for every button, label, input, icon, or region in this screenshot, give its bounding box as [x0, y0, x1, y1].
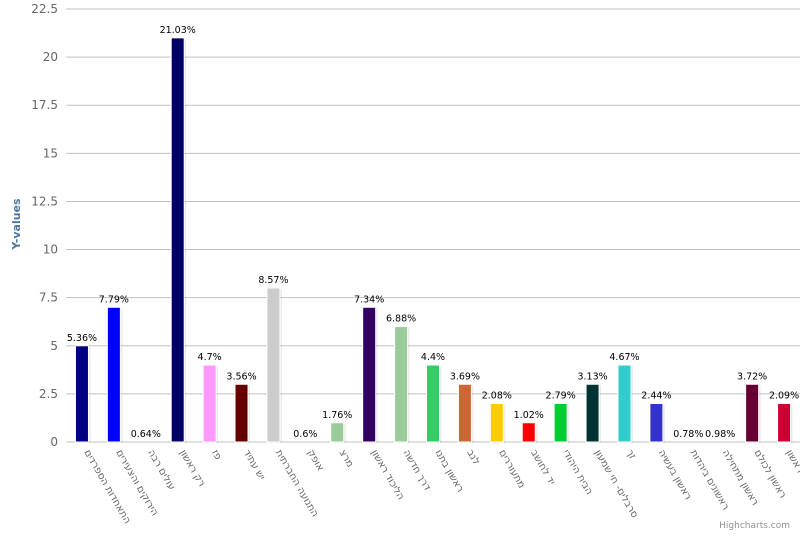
bar[interactable]	[777, 403, 792, 443]
x-tick-label: דרך חדשה	[400, 448, 432, 493]
data-labels: 5.36% 7.79% 0.64% 21.03% 4.7% 3.56% 8.57% 0.6% 1…	[67, 25, 799, 440]
bar[interactable]	[266, 287, 281, 443]
bar[interactable]	[457, 383, 472, 443]
bar[interactable]	[394, 326, 409, 443]
x-tick-label: מתעוררים	[496, 448, 527, 490]
data-label: 6.88%	[386, 314, 416, 325]
y-tick-label: 7.5	[39, 291, 58, 305]
data-label: 8.57%	[258, 275, 288, 286]
data-label: 0.64%	[131, 429, 161, 440]
x-tick-label: פז	[209, 448, 223, 462]
data-label: 2.79%	[546, 391, 576, 402]
x-tick-label: מרצ	[337, 448, 356, 469]
y-tick-label: 12.5	[31, 194, 58, 208]
y-axis-ticks: 0 2.5 5 7.5 10 12.5 15 17.5 20 22.5	[31, 2, 58, 449]
data-label: 7.79%	[99, 294, 129, 305]
x-tick-label: יותר ראשון	[783, 448, 800, 493]
bar[interactable]	[649, 403, 664, 443]
bar[interactable]	[426, 364, 440, 443]
data-label: 7.34%	[354, 294, 384, 305]
bar[interactable]	[202, 364, 217, 443]
y-tick-label: 0	[50, 435, 58, 449]
bar[interactable]	[489, 403, 504, 443]
bar[interactable]	[170, 37, 185, 443]
bar[interactable]	[521, 422, 536, 443]
y-tick-label: 20	[43, 50, 58, 64]
data-label: 3.72%	[737, 371, 767, 382]
credits-link[interactable]: Highcharts.com	[719, 521, 790, 531]
data-label: 2.08%	[482, 391, 512, 402]
data-label: 4.4%	[421, 352, 445, 363]
bar[interactable]	[553, 403, 568, 443]
data-label: 0.78%	[673, 429, 703, 440]
bar[interactable]	[106, 306, 121, 443]
x-tick-label: זך	[624, 448, 638, 462]
x-tick-label: אופק	[305, 448, 326, 473]
x-tick-label: ראשון בעשיה	[656, 448, 693, 502]
x-tick-label: לנב	[464, 448, 481, 467]
x-tick-label: הליכוד ראשון	[369, 448, 407, 502]
data-label: 5.36%	[67, 333, 97, 344]
x-tick-label: ראשון לכולם	[752, 448, 789, 500]
data-label: 0.6%	[293, 429, 317, 440]
data-label: 2.09%	[769, 391, 799, 402]
bar[interactable]	[362, 306, 377, 443]
x-tick-label: יש עתיד	[241, 448, 267, 482]
data-label: 1.02%	[514, 410, 544, 421]
gridlines	[66, 8, 800, 443]
x-tick-label: ראשון בתנו	[432, 448, 465, 494]
data-label: 3.13%	[577, 371, 607, 382]
x-tick-label: רק ראשון	[177, 448, 207, 489]
y-tick-label: 17.5	[31, 98, 58, 112]
y-tick-label: 15	[43, 146, 58, 160]
y-tick-label: 22.5	[31, 2, 58, 16]
data-label: 1.76%	[322, 410, 352, 421]
data-label: 3.69%	[450, 371, 480, 382]
x-tick-label: סרבלים- חי שמעון	[592, 448, 640, 520]
data-label: 4.67%	[609, 352, 639, 363]
bar[interactable]	[74, 345, 89, 443]
y-tick-label: 2.5	[39, 387, 58, 401]
x-tick-label: יד לחושב	[528, 448, 557, 487]
bars	[74, 37, 793, 443]
bar[interactable]	[745, 383, 760, 443]
y-tick-label: 10	[43, 243, 58, 257]
bar[interactable]	[234, 383, 249, 443]
bar[interactable]	[330, 422, 345, 443]
x-tick-label: הבית היהודי	[560, 448, 595, 497]
data-label: 3.56%	[226, 371, 256, 382]
data-label: 0.98%	[705, 429, 735, 440]
bar[interactable]	[585, 383, 600, 443]
bar[interactable]	[617, 364, 632, 443]
data-label: 2.44%	[641, 391, 671, 402]
data-label: 21.03%	[160, 25, 196, 36]
data-label: 4.7%	[198, 352, 222, 363]
y-axis-label: Y-values	[10, 198, 23, 251]
y-tick-label: 5	[50, 339, 58, 353]
x-tick-label: עולים רבה	[145, 448, 177, 492]
